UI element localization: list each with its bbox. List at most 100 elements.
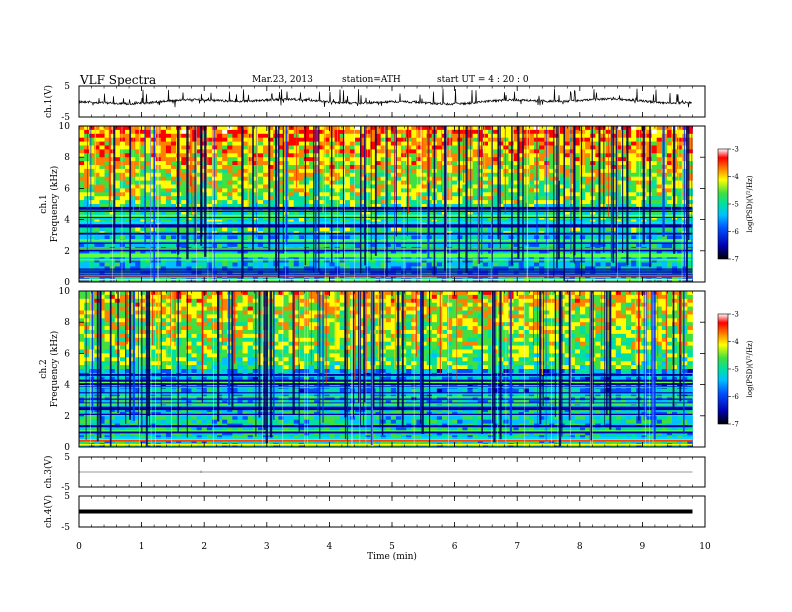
- spectrogram-cell: [140, 176, 146, 181]
- spectrogram-cell: [467, 145, 474, 150]
- spectrogram-cell: [344, 243, 351, 248]
- spectrogram-cell: [145, 243, 151, 248]
- spectrogram-cell: [160, 157, 167, 162]
- spectrogram-cell: [140, 161, 146, 166]
- spectrogram-cell: [227, 129, 233, 135]
- spectrogram-cell: [467, 188, 474, 193]
- spectrogram-cell: [549, 161, 555, 166]
- spectrogram-cell: [150, 153, 157, 158]
- spectrogram-cell: [160, 250, 167, 256]
- spectrogram-cell: [656, 215, 663, 220]
- spectrogram-cell: [227, 204, 233, 209]
- spectrogram-cell: [620, 200, 627, 205]
- spectrogram-cell: [232, 227, 238, 232]
- spectrogram-cell: [360, 133, 366, 139]
- spectrogram-cell: [482, 133, 489, 139]
- spectrogram-cell: [140, 215, 146, 220]
- spectrogram-cell: [656, 211, 663, 217]
- spectrogram-cell: [186, 243, 192, 248]
- spectrogram-cell: [247, 137, 254, 142]
- spectrogram-cell: [288, 258, 295, 263]
- spectrogram-cell: [217, 180, 223, 185]
- spectrogram-cell: [503, 141, 509, 146]
- spectrogram-cell: [620, 153, 627, 158]
- spectrogram-cell: [569, 200, 576, 205]
- spectrogram-cell: [288, 250, 295, 256]
- spectrogram-cell: [595, 172, 601, 178]
- spectrogram-cell: [217, 172, 223, 178]
- spectrogram-cell: [498, 250, 504, 256]
- spectrogram-cell: [380, 172, 387, 178]
- spectrogram-cell: [298, 133, 305, 139]
- spectrogram-cell: [232, 211, 238, 217]
- spectrogram-cell: [242, 172, 249, 178]
- spectrogram-cell: [344, 180, 351, 185]
- spectrogram-cell: [682, 215, 688, 220]
- spectrogram-cell: [656, 129, 663, 135]
- spectrogram-cell: [186, 126, 192, 131]
- spectrogram-cell: [365, 192, 371, 197]
- spectrogram-cell: [319, 157, 325, 162]
- spectrogram-cell: [580, 133, 586, 139]
- spectrogram-cell: [457, 258, 463, 263]
- spectrogram-cell: [314, 157, 320, 162]
- spectrogram-cell: [666, 188, 673, 193]
- spectrogram-cell: [487, 207, 494, 213]
- spectrogram-cell: [237, 243, 243, 248]
- spectrogram-cell: [130, 126, 136, 131]
- spectrogram-cell: [482, 149, 489, 154]
- spectrogram-cell: [150, 200, 157, 205]
- spectrogram-cell: [656, 227, 663, 232]
- spectrogram-cell: [493, 215, 499, 220]
- spectrogram-cell: [477, 126, 484, 131]
- spectrogram-cell: [257, 137, 264, 142]
- spectrogram-cell: [482, 129, 489, 135]
- spectrogram-cell: [298, 157, 305, 162]
- spectrogram-cell: [140, 258, 146, 263]
- spectrogram-cell: [595, 250, 601, 256]
- spectrogram-cell: [595, 258, 601, 263]
- spectrogram-cell: [559, 149, 566, 154]
- spectrogram-cell: [84, 235, 90, 240]
- spectrogram-cell: [385, 250, 392, 256]
- spectrogram-cell: [482, 207, 489, 213]
- spectrogram-cell: [355, 262, 361, 267]
- spectrogram-cell: [319, 133, 325, 139]
- spectrogram-cell: [298, 250, 305, 256]
- spectrogram-cell: [518, 157, 525, 162]
- spectrogram-cell: [222, 172, 228, 178]
- spectrogram-cell: [523, 126, 530, 131]
- spectrogram-cell: [181, 207, 187, 213]
- spectrogram-cell: [109, 149, 116, 154]
- spectrogram-cell: [130, 137, 136, 142]
- spectrogram-cell: [380, 145, 387, 150]
- spectrogram-cell: [595, 133, 601, 139]
- spectrogram-cell: [528, 196, 535, 201]
- spectrogram-cell: [477, 176, 484, 181]
- spectrogram-cell: [319, 149, 325, 154]
- spectrogram-cell: [130, 196, 136, 201]
- spectrogram-cell: [656, 145, 663, 150]
- spectrogram-cell: [564, 165, 571, 170]
- spectrogram-cell: [171, 161, 177, 166]
- spectrogram-cell: [247, 141, 254, 146]
- spectrogram-cell: [574, 243, 581, 248]
- spectrogram-cell: [421, 184, 428, 189]
- spectrogram-cell: [227, 157, 233, 162]
- spectrogram-cell: [539, 235, 545, 240]
- spectrogram-cell: [457, 141, 463, 146]
- spectrogram-cell: [339, 211, 346, 217]
- spectrogram-cell: [288, 227, 295, 232]
- spectrogram-cell: [503, 168, 509, 174]
- spectrogram-cell: [595, 157, 601, 162]
- spectrogram-cell: [314, 168, 320, 174]
- spectrogram-cell: [268, 262, 274, 267]
- spectrogram-cell: [390, 215, 397, 220]
- spectrogram-cell: [94, 161, 100, 166]
- spectrogram-cell: [324, 149, 330, 154]
- spectrogram-cell: [365, 176, 371, 181]
- spectrogram-cell: [125, 207, 131, 213]
- spectrogram-cell: [263, 176, 269, 181]
- spectrogram-cell: [114, 243, 121, 248]
- spectrogram-cell: [309, 157, 315, 162]
